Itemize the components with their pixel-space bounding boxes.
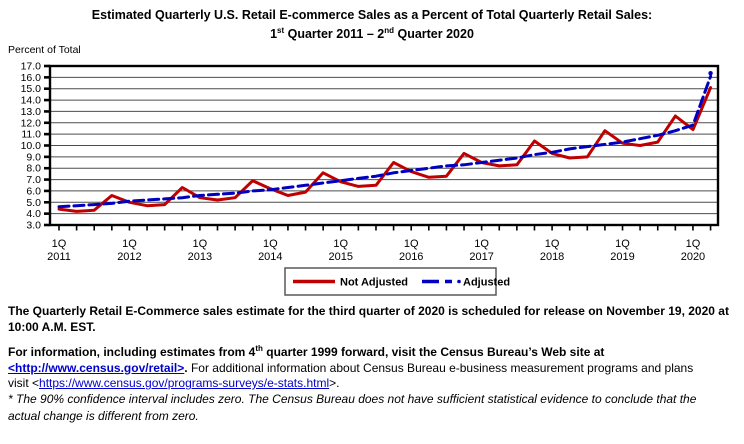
svg-text:2020: 2020 [681, 251, 705, 263]
release-note: The Quarterly Retail E-Commerce sales es… [8, 304, 738, 335]
svg-text:16.0: 16.0 [21, 72, 42, 84]
svg-text:1Q: 1Q [545, 238, 560, 250]
svg-text:1Q: 1Q [474, 238, 489, 250]
svg-text:2013: 2013 [188, 251, 212, 263]
info-note-line3: visit <https://www.census.gov/programs-s… [8, 376, 340, 390]
svg-text:2018: 2018 [540, 251, 564, 263]
svg-text:17.0: 17.0 [21, 61, 42, 73]
info-note-line1: For information, including estimates fro… [8, 344, 605, 359]
legend: Not Adjusted Adjusted [284, 267, 510, 296]
svg-text:12.0: 12.0 [21, 117, 42, 129]
svg-text:11.0: 11.0 [21, 129, 41, 141]
info-note-line2: <http://www.census.gov/retail>. For addi… [8, 360, 694, 375]
svg-text:14.0: 14.0 [21, 95, 42, 107]
y-gridlines [50, 76, 718, 215]
svg-text:1Q: 1Q [193, 238, 208, 250]
svg-text:2015: 2015 [329, 251, 353, 263]
svg-text:4.0: 4.0 [26, 208, 41, 220]
svg-text:1Q: 1Q [52, 238, 67, 250]
estats-link[interactable]: https://www.census.gov/programs-surveys/… [39, 376, 330, 390]
confidence-footnote-line1: * The 90% confidence interval includes z… [8, 392, 697, 406]
x-axis-year-labels: 1Q20111Q20121Q20131Q20141Q20151Q20161Q20… [47, 238, 705, 263]
chart-title-line1: Estimated Quarterly U.S. Retail E-commer… [91, 8, 653, 22]
svg-text:2016: 2016 [399, 251, 423, 263]
svg-text:2011: 2011 [47, 251, 71, 263]
svg-text:2014: 2014 [258, 251, 282, 263]
svg-text:1Q: 1Q [333, 238, 348, 250]
svg-text:6.0: 6.0 [26, 185, 41, 197]
svg-text:5.0: 5.0 [26, 197, 41, 209]
confidence-footnote: * The 90% confidence interval includes z… [8, 391, 738, 424]
svg-text:1Q: 1Q [686, 238, 701, 250]
svg-text:2017: 2017 [469, 251, 493, 263]
chart-title-line2: 1st Quarter 2011 – 2nd Quarter 2020 [270, 26, 474, 42]
series-line-not-adjusted [57, 86, 713, 213]
y-axis-ticks [44, 64, 50, 227]
svg-text:1Q: 1Q [263, 238, 278, 250]
line-chart: 3.04.05.06.07.08.09.010.011.012.013.014.… [21, 61, 720, 296]
release-note-line1: The Quarterly Retail E-Commerce sales es… [8, 304, 729, 318]
svg-text:3.0: 3.0 [26, 220, 41, 232]
svg-text:2012: 2012 [117, 251, 141, 263]
info-note: For information, including estimates fro… [8, 341, 738, 392]
confidence-footnote-line2: actual change is different from zero. [8, 408, 199, 423]
legend-label-not-adjusted: Not Adjusted [340, 277, 408, 289]
chart-title: Estimated Quarterly U.S. Retail E-commer… [0, 7, 744, 42]
svg-text:8.0: 8.0 [26, 163, 41, 175]
svg-text:1Q: 1Q [404, 238, 419, 250]
legend-label-adjusted: Adjusted [463, 277, 510, 289]
y-axis-title: Percent of Total [8, 44, 81, 56]
svg-text:15.0: 15.0 [21, 83, 42, 95]
legend-swatch-adjusted-dot [457, 279, 461, 284]
svg-text:13.0: 13.0 [21, 106, 42, 118]
x-axis-ticks [58, 226, 712, 231]
svg-text:2019: 2019 [610, 251, 634, 263]
svg-text:7.0: 7.0 [26, 174, 41, 186]
series-end-marker-adjusted [708, 71, 713, 76]
retail-link[interactable]: <http://www.census.gov/retail> [8, 360, 185, 375]
release-note-line2: 10:00 A.M. EST. [8, 319, 96, 334]
series-line-adjusted [57, 74, 713, 209]
y-axis-labels: 3.04.05.06.07.08.09.010.011.012.013.014.… [21, 61, 42, 232]
svg-text:10.0: 10.0 [21, 140, 42, 152]
svg-text:1Q: 1Q [615, 238, 630, 250]
svg-text:1Q: 1Q [122, 238, 137, 250]
svg-text:9.0: 9.0 [26, 151, 41, 163]
